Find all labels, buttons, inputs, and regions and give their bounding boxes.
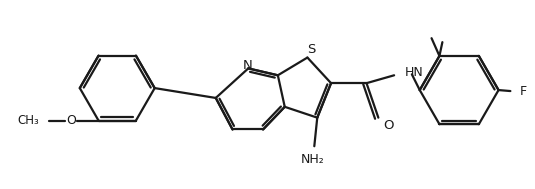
Text: F: F bbox=[520, 84, 528, 98]
Text: CH₃: CH₃ bbox=[18, 114, 40, 127]
Text: O: O bbox=[383, 119, 393, 132]
Text: HN: HN bbox=[405, 66, 424, 79]
Text: S: S bbox=[307, 43, 316, 56]
Text: N: N bbox=[242, 59, 252, 72]
Text: O: O bbox=[66, 114, 76, 127]
Text: NH₂: NH₂ bbox=[301, 153, 324, 166]
